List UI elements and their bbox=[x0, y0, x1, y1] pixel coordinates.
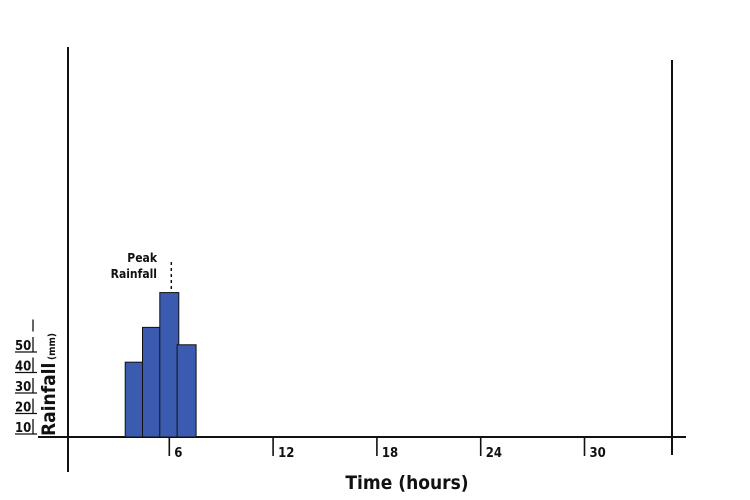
peak-annotation-line2: Rainfall bbox=[111, 267, 157, 281]
x-tick-label-30: 30 bbox=[590, 446, 606, 461]
bar-6h bbox=[159, 292, 180, 438]
bar-5h bbox=[142, 326, 162, 438]
y-axis-title-group: Rainfall (mm) bbox=[38, 333, 60, 436]
y-tick-label-30: 30 bbox=[15, 380, 31, 395]
peak-annotation: Peak Rainfall bbox=[111, 251, 173, 292]
ticks: 6 12 18 24 30 10 20 30 40 50 bbox=[15, 319, 606, 461]
y-tick-label-50: 50 bbox=[15, 339, 31, 354]
x-tick-label-12: 12 bbox=[278, 446, 294, 461]
x-tick-label-24: 24 bbox=[486, 446, 502, 461]
bars bbox=[124, 292, 197, 438]
y-axis-unit: (mm) bbox=[47, 333, 58, 360]
peak-annotation-line1: Peak bbox=[127, 251, 158, 265]
y-tick-label-20: 20 bbox=[15, 401, 31, 416]
x-tick-label-18: 18 bbox=[382, 446, 398, 461]
y-axis-title: Rainfall bbox=[38, 363, 60, 436]
bar-7h bbox=[176, 344, 197, 438]
y-tick-label-10: 10 bbox=[15, 421, 31, 436]
x-axis-title: Time (hours) bbox=[345, 472, 468, 494]
x-tick-label-6: 6 bbox=[174, 446, 182, 461]
bar-4h bbox=[124, 361, 145, 438]
y-tick-label-40: 40 bbox=[15, 360, 31, 375]
